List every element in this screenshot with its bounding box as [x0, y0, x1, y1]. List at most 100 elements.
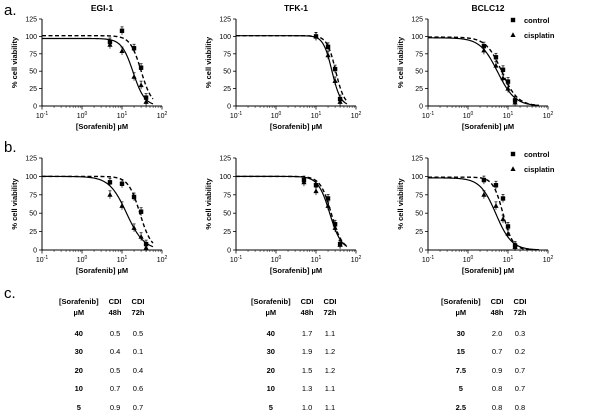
control-point — [505, 224, 511, 229]
control-point — [131, 46, 137, 51]
control-fit-line — [428, 176, 540, 251]
concentration-cell: 2.5 — [455, 402, 467, 412]
cisplatin-point — [505, 231, 511, 236]
panel-letter-a: a. — [4, 2, 17, 19]
y-tick-label: 0 — [419, 104, 423, 111]
cisplatin-fit-line — [236, 175, 348, 247]
cisplatin-point — [143, 99, 149, 104]
cisplatin-point — [325, 203, 331, 208]
control-point — [493, 55, 499, 60]
y-axis-title: % cell viability — [204, 36, 213, 88]
cdi-value-cell: 1.1 — [324, 402, 336, 412]
cdi-table-bclc12: [Sorafenib] CDI CDI µM 48h 72h 30 2.0 0.3 15 0.7 0.… — [436, 296, 531, 417]
cdi-value-cell: 0.7 — [514, 365, 526, 375]
table-header-cell: 72h — [513, 308, 527, 317]
x-tick-label: 101 — [311, 255, 322, 264]
y-tick-label: 50 — [415, 211, 423, 218]
table-row: 5 0.9 0.7 — [54, 398, 149, 417]
cdi-value-cell: 0.5 — [109, 328, 121, 338]
y-tick-label: 25 — [415, 86, 423, 93]
concentration-cell: 5 — [76, 402, 81, 412]
cdi-value-cell: 1.3 — [301, 384, 313, 394]
cdi-value-cell: 0.4 — [109, 347, 121, 357]
cdi-value-cell: 0.8 — [514, 402, 526, 412]
cisplatin-point — [505, 85, 511, 91]
control-point — [325, 44, 331, 50]
y-tick-label: 0 — [419, 248, 423, 255]
x-tick-label: 100 — [77, 111, 88, 120]
cisplatin-point — [119, 48, 125, 54]
x-tick-label: 10-1 — [422, 255, 434, 264]
concentration-cell: 40 — [74, 328, 83, 338]
cdi-value-cell: 1.1 — [324, 384, 336, 394]
y-tick-label: 75 — [223, 192, 231, 199]
x-tick-label: 100 — [463, 111, 474, 120]
y-axis-title: % cell viability — [396, 36, 405, 88]
cdi-value-cell: 0.9 — [109, 402, 121, 412]
cdi-value-cell: 1.2 — [324, 365, 336, 375]
cdi-value-cell: 0.1 — [132, 347, 144, 357]
y-tick-label: 100 — [219, 34, 231, 41]
cdi-value-cell: 1.1 — [324, 328, 336, 338]
cdi-value-cell: 1.9 — [301, 347, 313, 357]
y-axis-title: % cell viability — [396, 178, 405, 230]
y-tick-label: 50 — [29, 69, 37, 76]
cisplatin-point — [500, 216, 506, 222]
table-header-cell: µM — [455, 308, 467, 317]
y-tick-label: 75 — [29, 51, 37, 58]
y-tick-label: 75 — [29, 192, 37, 199]
cdi-value-cell: 0.9 — [491, 365, 503, 375]
cdi-value-cell: 0.8 — [491, 384, 503, 394]
y-tick-label: 25 — [415, 229, 423, 236]
x-axis-title: [Sorafenib] µM — [270, 266, 322, 275]
x-tick-label: 101 — [311, 111, 322, 120]
control-point — [325, 196, 331, 201]
concentration-cell: 7.5 — [455, 365, 467, 375]
legend-cisplatin-label: cisplatin — [524, 165, 555, 174]
cdi-value-cell: 0.5 — [109, 365, 121, 375]
table-header-cell: µM — [73, 308, 85, 317]
y-tick-label: 100 — [411, 34, 423, 41]
cisplatin-point — [332, 78, 338, 83]
control-point — [500, 196, 506, 201]
table-row: 5 0.8 0.7 — [436, 380, 531, 399]
y-tick-label: 25 — [29, 229, 37, 236]
cdi-value-cell: 0.3 — [514, 328, 526, 338]
concentration-cell: 10 — [266, 384, 275, 394]
concentration-cell: 40 — [266, 328, 275, 338]
x-tick-label: 101 — [117, 111, 128, 120]
control-point — [107, 180, 113, 185]
table-header-cell: µM — [265, 308, 277, 317]
control-point — [500, 67, 506, 73]
cdi-value-cell: 2.0 — [491, 328, 503, 338]
x-tick-label: 102 — [543, 255, 554, 264]
cisplatin-point — [301, 179, 307, 185]
plot-egi1-b: 0 25 50 75 100 125 10-1 100 101 102 % cell viabili… — [10, 156, 168, 276]
control-point — [138, 209, 144, 214]
control-point — [481, 177, 487, 183]
table-header-cell: 72h — [323, 308, 337, 317]
cdi-value-cell: 1.0 — [301, 402, 313, 412]
y-tick-label: 0 — [33, 104, 37, 111]
y-tick-label: 100 — [25, 174, 37, 181]
control-fit-line — [42, 35, 154, 100]
legend-control-label: control — [524, 16, 549, 25]
cdi-value-cell: 0.6 — [132, 384, 144, 394]
concentration-cell: 5 — [458, 384, 463, 394]
table-header-cell: 48h — [300, 308, 314, 317]
y-axis-title: % cell viability — [10, 178, 19, 230]
cdi-value-cell: 0.7 — [514, 384, 526, 394]
legend-cisplatin-marker — [510, 166, 516, 171]
x-tick-label: 101 — [117, 255, 128, 264]
plot-bclc12-a: 0 25 50 75 100 125 10-1 100 101 102 % cell viabili… — [396, 3, 554, 131]
x-tick-label: 102 — [543, 111, 554, 120]
legend-control-marker — [510, 17, 516, 23]
y-tick-label: 50 — [223, 211, 231, 218]
cisplatin-point — [337, 99, 343, 104]
y-tick-label: 25 — [29, 86, 37, 93]
concentration-cell: 30 — [74, 347, 83, 357]
cisplatin-point — [313, 188, 319, 194]
table-row: 7.5 0.9 0.7 — [436, 361, 531, 380]
concentration-cell: 30 — [266, 347, 275, 357]
cisplatin-point — [313, 33, 319, 39]
